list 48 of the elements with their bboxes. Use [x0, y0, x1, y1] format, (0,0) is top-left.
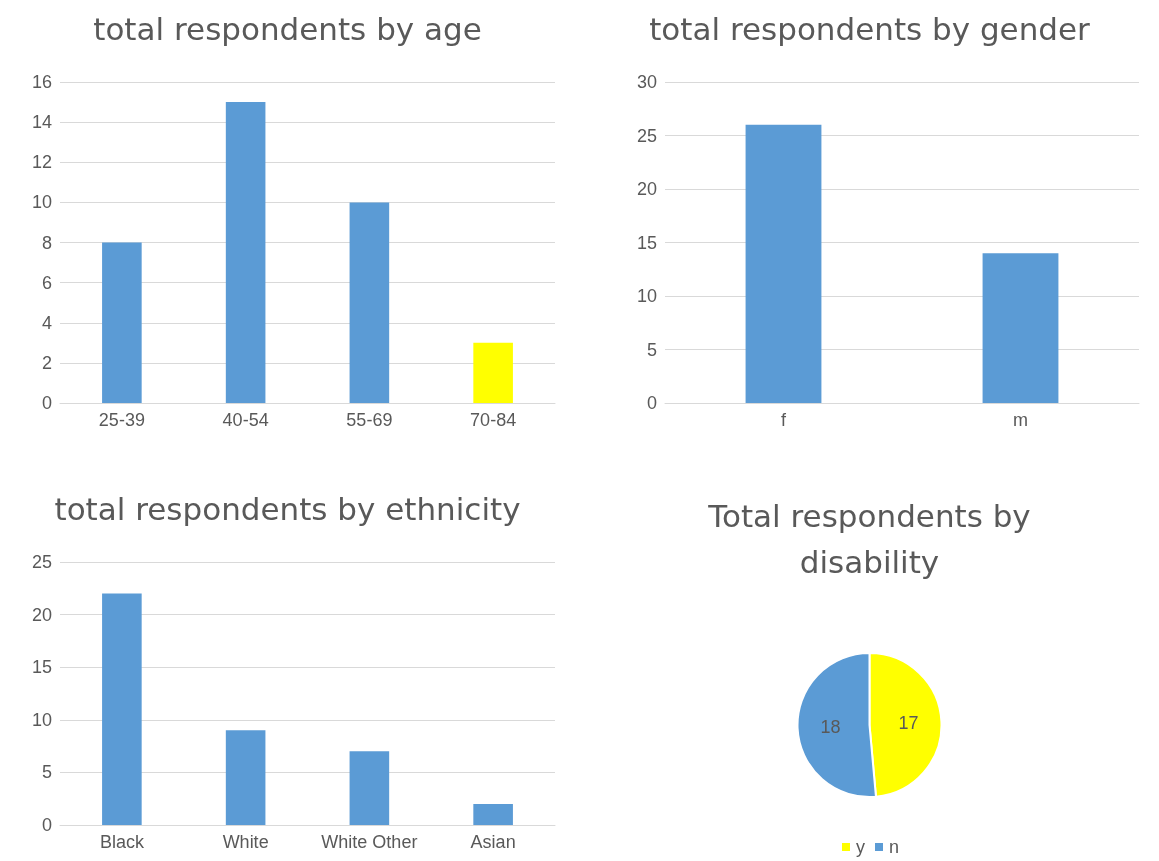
legend-label: n — [888, 837, 900, 857]
y-tick-label: 10 — [31, 709, 52, 730]
x-tick-label: White Other — [321, 832, 418, 852]
x-tick-label: White — [222, 832, 269, 852]
legend-label: y — [855, 837, 865, 857]
y-tick-label: 20 — [636, 179, 657, 199]
x-tick-label: Black — [99, 832, 145, 852]
bar — [349, 202, 390, 403]
bar — [102, 242, 142, 403]
y-tick-label: 0 — [646, 393, 657, 413]
x-tick-label: 55-69 — [346, 410, 393, 430]
x-tick-label: 25-39 — [98, 410, 145, 430]
chart-title: total respondents by age — [93, 10, 482, 47]
y-tick-label: 8 — [41, 232, 52, 253]
y-tick-label: 5 — [646, 339, 657, 360]
bar — [225, 730, 266, 825]
y-tick-label: 12 — [31, 152, 52, 173]
data-label: 18 — [820, 716, 841, 737]
y-tick-label: 20 — [31, 604, 52, 625]
chart-title: Total respondents by disability — [707, 498, 1031, 580]
y-tick-label: 15 — [636, 232, 657, 253]
chart-title: total respondents by ethnicity — [54, 490, 521, 527]
y-tick-label: 6 — [41, 272, 52, 293]
x-tick-label: f — [780, 410, 787, 430]
x-tick-label: 40-54 — [222, 410, 269, 430]
y-tick-label: 30 — [636, 72, 657, 92]
y-tick-label: 25 — [636, 125, 657, 146]
y-tick-label: 15 — [31, 657, 52, 678]
y-tick-label: 10 — [636, 286, 657, 306]
bar — [225, 102, 266, 403]
y-tick-label: 0 — [41, 393, 52, 413]
bar — [349, 751, 390, 825]
x-tick-label: Asian — [470, 832, 516, 852]
y-tick-label: 4 — [41, 312, 52, 333]
bar — [473, 803, 513, 825]
y-tick-label: 25 — [31, 552, 52, 572]
bar — [102, 593, 142, 825]
y-tick-label: 16 — [31, 72, 52, 92]
y-tick-label: 5 — [41, 762, 52, 783]
y-tick-label: 10 — [31, 192, 52, 213]
chart-title: total respondents by gender — [649, 10, 1091, 47]
y-tick-label: 14 — [31, 112, 52, 133]
y-tick-label: 2 — [41, 352, 52, 373]
y-tick-label: 0 — [41, 815, 52, 835]
data-label: 17 — [898, 713, 919, 734]
bar — [473, 342, 513, 403]
x-tick-label: 70-84 — [470, 410, 517, 430]
x-tick-label: m — [1013, 410, 1028, 430]
